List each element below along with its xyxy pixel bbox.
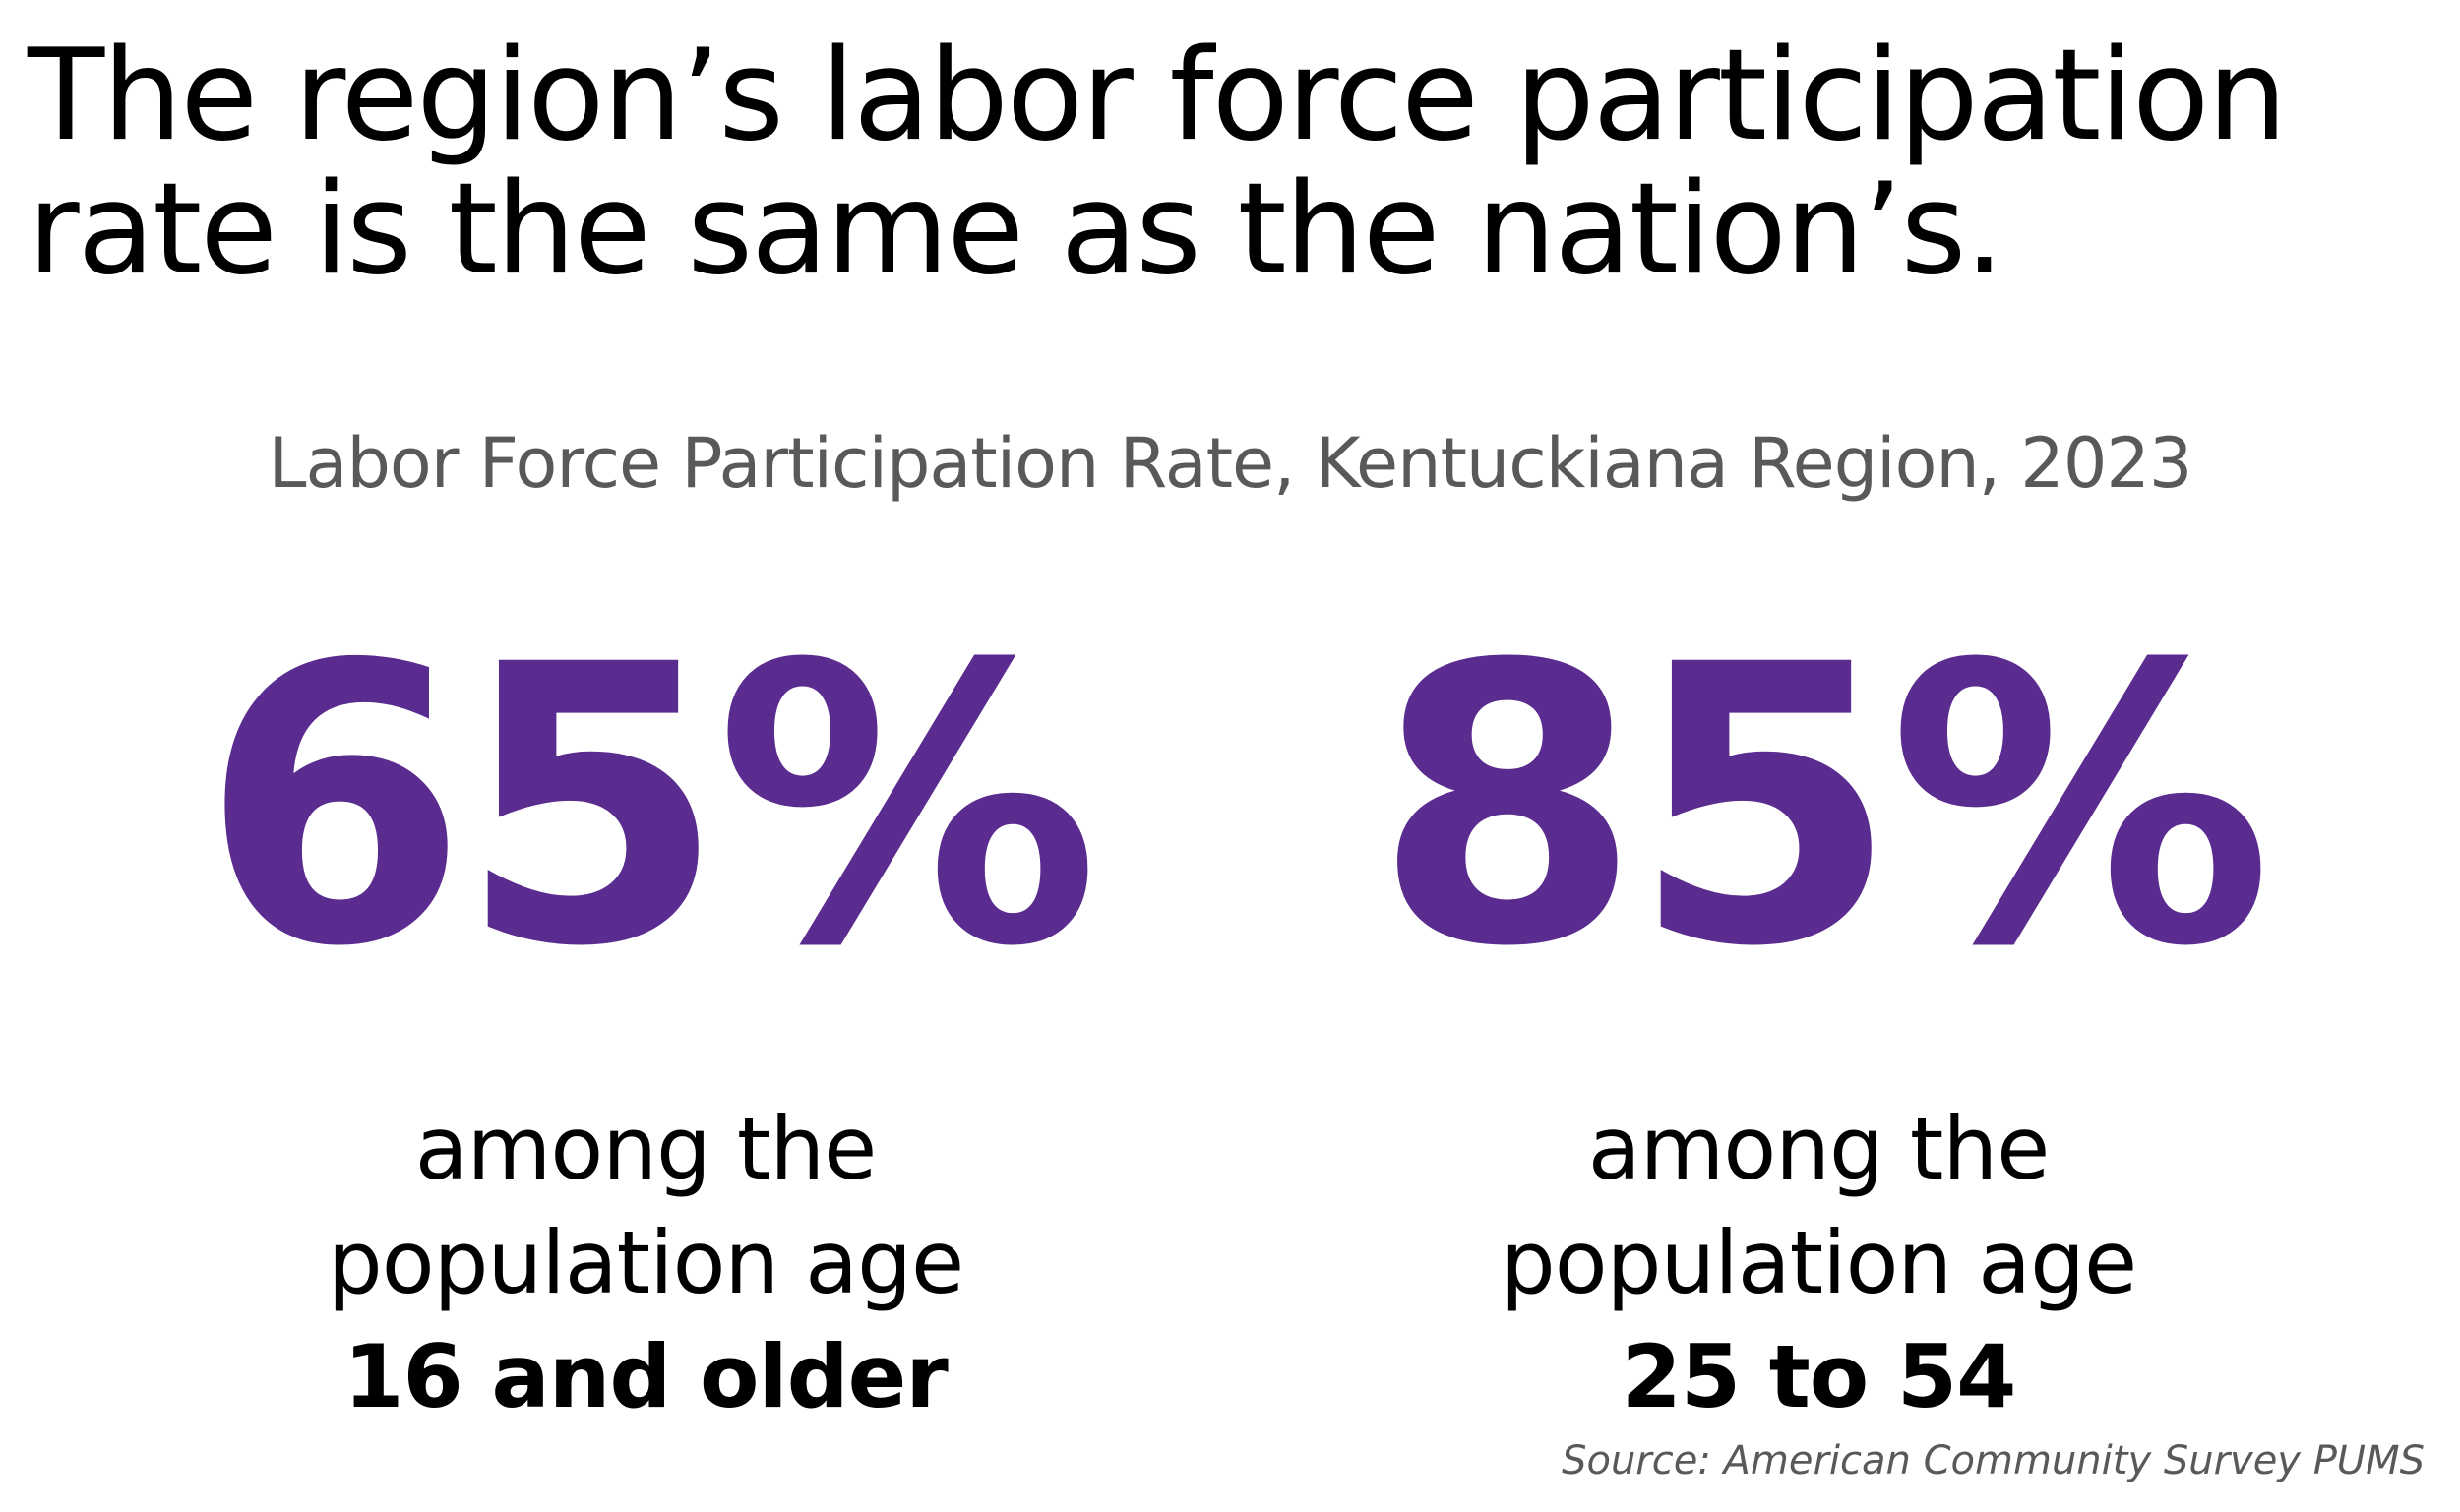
desc-line: among the <box>1587 1098 2051 1199</box>
desc-line: among the <box>414 1098 878 1199</box>
stat-description: among the population age 16 and older <box>104 1092 1187 1434</box>
subtitle: Labor Force Participation Rate, Kentucki… <box>268 423 2193 504</box>
desc-emphasis: 16 and older <box>343 1326 948 1427</box>
stat-value: 85% <box>1374 583 2273 1030</box>
title-line: The region’s labor force participation <box>28 23 2287 169</box>
stat-block: 85% among the population age 25 to 54 <box>1277 590 2360 1434</box>
stat-block: 65% among the population age 16 and olde… <box>104 590 1187 1434</box>
title-line: rate is the same as the nation’s. <box>28 156 2004 303</box>
stat-description: among the population age 25 to 54 <box>1277 1092 2360 1434</box>
desc-line: population age <box>327 1212 964 1313</box>
desc-emphasis: 25 to 54 <box>1621 1326 2017 1427</box>
desc-line: population age <box>1500 1212 2137 1313</box>
stat-value: 65% <box>201 583 1100 1030</box>
source-note: Source: American Community Survey PUMS <box>1562 1438 2425 1483</box>
